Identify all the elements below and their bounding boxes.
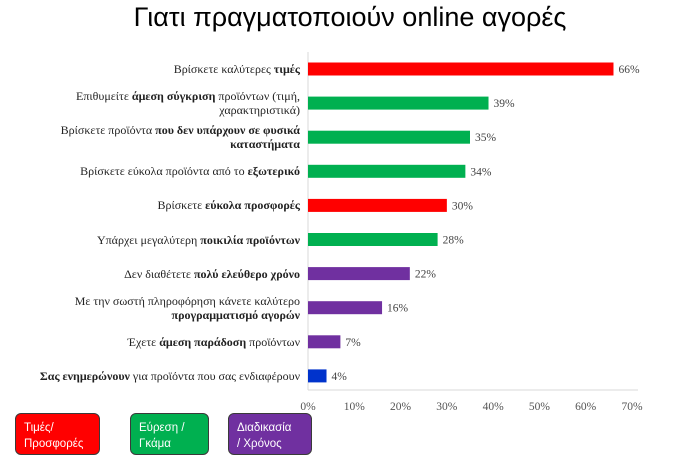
bar [308,369,327,383]
category-label: Υπάρχει μεγαλύτερη ποικιλία προϊόντων [96,232,300,247]
bar [308,335,341,349]
legend-label-line: Εύρεση / [139,422,185,434]
category-label: Δεν διαθέτετε πολύ ελεύθερο χρόνο [124,266,300,281]
bar [308,267,410,281]
bar [308,130,470,144]
x-tick-label: 10% [344,401,366,413]
bar-value-label: 30% [452,200,474,212]
category-label: Βρίσκετε προϊόντα που δεν υπάρχουν σε φυ… [60,123,300,152]
bar-value-label: 28% [443,235,465,247]
chart-title: Γιατι πραγματοποιούν online αγορές [133,2,567,32]
bar [308,96,489,110]
category-label: Με την σωστή πληροφόρηση κάνετε καλύτερο… [74,293,300,322]
bar-value-label: 66% [618,64,640,76]
category-label: Βρίσκετε εύκολα προσφορές [157,198,300,213]
bar-value-label: 22% [415,269,437,281]
bar [308,198,447,212]
x-tick-label: 20% [390,401,412,413]
bar [308,164,466,178]
x-tick-label: 0% [300,401,316,413]
bar [308,62,614,76]
x-tick-label: 70% [621,401,643,413]
bar-value-label: 16% [387,303,409,315]
x-tick-label: 40% [483,401,505,413]
bar-value-label: 39% [494,98,516,110]
category-label: Επιθυμείτε άμεση σύγκριση προϊόντων (τιμ… [76,89,300,118]
x-tick-label: 60% [575,401,597,413]
category-label: Βρίσκετε καλύτερες τιμές [173,62,300,76]
bar-value-label: 7% [345,337,361,349]
legend-label-line: Τιμές/ [24,422,54,434]
legend-item: Εύρεση / Γκάμα [130,413,209,455]
bar-value-label: 35% [475,132,497,144]
bar [308,301,383,315]
bar-value-label: 34% [470,166,492,178]
legend-item: Διαδικασία / Χρόνος [228,413,312,455]
x-tick-label: 50% [529,401,551,413]
bar [308,233,438,246]
category-label: Έχετε άμεση παράδοση προϊόντων [127,334,300,349]
legend-item: Τιμές/Προσφορές [15,413,100,455]
bar-value-label: 4% [332,371,348,383]
legend-label-line: Διαδικασία [237,422,292,434]
legend-label-line: Προσφορές [24,438,84,450]
category-label: Σας ενημερώνουν για προϊόντα που σας ενδ… [39,368,300,383]
x-tick-label: 30% [436,401,458,413]
legend-label-line: Γκάμα [139,438,171,450]
legend-label-line: / Χρόνος [237,438,282,450]
category-label: Βρίσκετε εύκολα προϊόντα από το εξωτερικ… [80,164,300,179]
